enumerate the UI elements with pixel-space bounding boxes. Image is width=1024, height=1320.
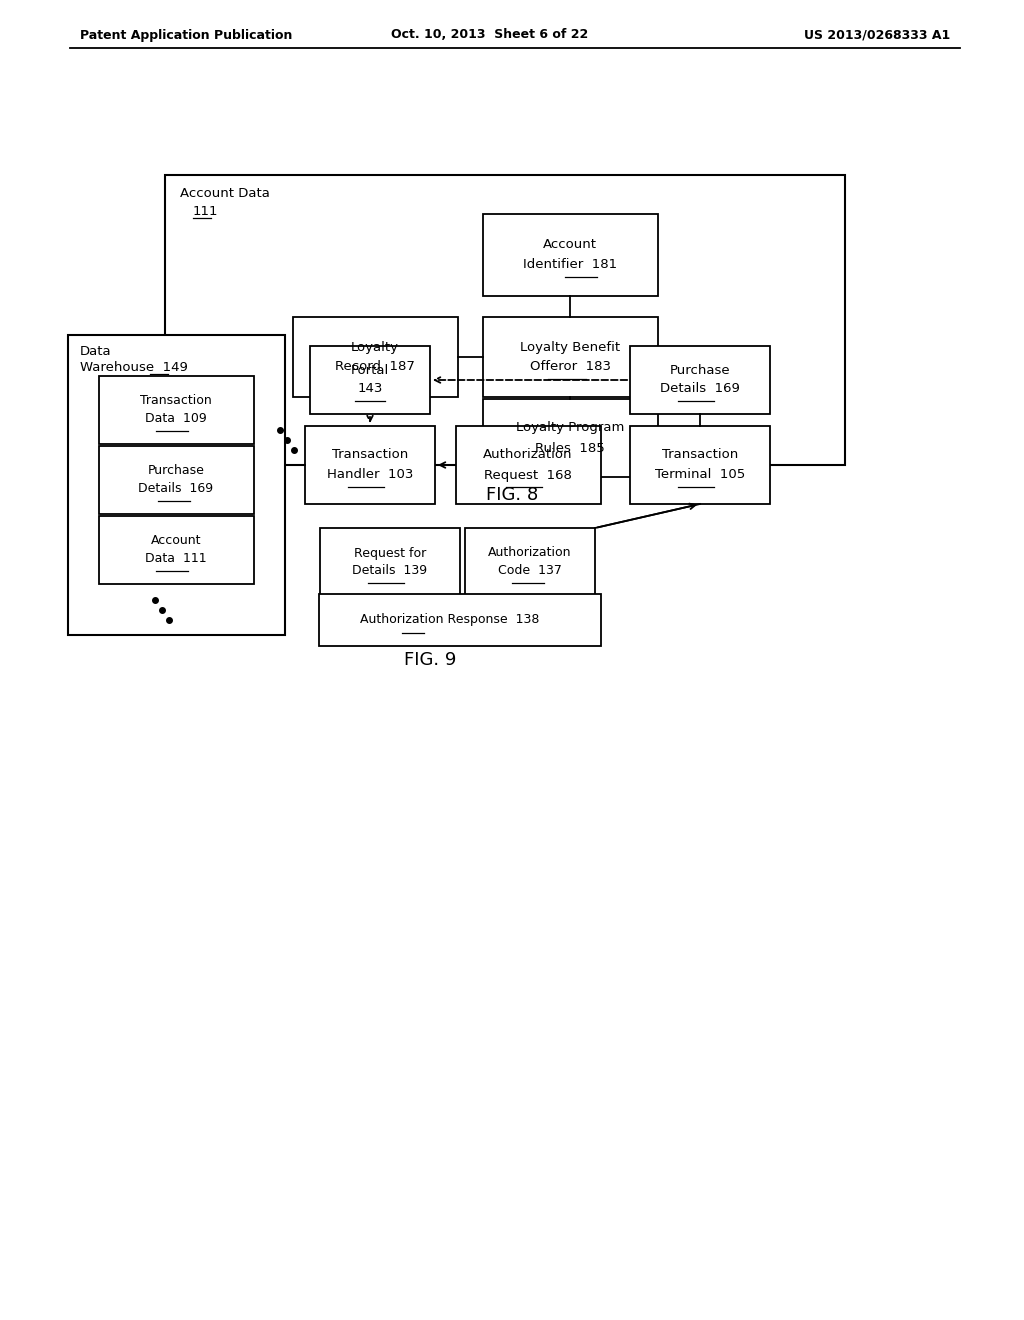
Bar bbox=[310, 346, 430, 414]
Text: Rules  185: Rules 185 bbox=[536, 441, 605, 454]
Bar bbox=[98, 516, 254, 583]
Text: US 2013/0268333 A1: US 2013/0268333 A1 bbox=[804, 29, 950, 41]
Text: Authorization: Authorization bbox=[488, 546, 571, 560]
Text: Request for: Request for bbox=[354, 546, 426, 560]
Text: Patent Application Publication: Patent Application Publication bbox=[80, 29, 293, 41]
Bar bbox=[293, 317, 458, 397]
Text: Terminal  105: Terminal 105 bbox=[655, 469, 745, 482]
Bar bbox=[319, 528, 460, 597]
Text: Account Data: Account Data bbox=[180, 187, 270, 201]
Bar bbox=[98, 446, 254, 513]
Text: 111: 111 bbox=[193, 205, 218, 218]
Bar bbox=[456, 426, 600, 504]
Text: Data  109: Data 109 bbox=[145, 412, 207, 425]
Text: Loyalty: Loyalty bbox=[351, 341, 399, 354]
Text: Code  137: Code 137 bbox=[498, 565, 562, 578]
Bar bbox=[98, 376, 254, 444]
Bar bbox=[465, 528, 595, 597]
Text: FIG. 8: FIG. 8 bbox=[485, 486, 539, 504]
Bar bbox=[68, 335, 285, 635]
Text: Request  168: Request 168 bbox=[484, 469, 572, 482]
Text: Authorization: Authorization bbox=[483, 449, 572, 462]
Text: Loyalty Program: Loyalty Program bbox=[516, 421, 625, 434]
Bar bbox=[630, 426, 770, 504]
Text: Account: Account bbox=[151, 535, 202, 548]
Bar bbox=[630, 346, 770, 414]
Text: 143: 143 bbox=[357, 383, 383, 396]
Bar bbox=[165, 176, 845, 465]
Text: Portal: Portal bbox=[351, 364, 389, 378]
Bar bbox=[482, 317, 657, 397]
Text: Transaction: Transaction bbox=[662, 449, 738, 462]
Bar bbox=[319, 594, 601, 645]
Text: Transaction: Transaction bbox=[140, 395, 212, 408]
Text: Offeror  183: Offeror 183 bbox=[529, 360, 610, 374]
Text: Authorization Response  138: Authorization Response 138 bbox=[360, 614, 540, 627]
Bar bbox=[482, 399, 657, 477]
Text: Details  169: Details 169 bbox=[138, 483, 214, 495]
Text: Data: Data bbox=[80, 345, 112, 358]
Text: Purchase: Purchase bbox=[147, 465, 205, 478]
Bar bbox=[305, 426, 435, 504]
Text: Identifier  181: Identifier 181 bbox=[523, 259, 617, 272]
Text: FIG. 9: FIG. 9 bbox=[403, 651, 456, 669]
Text: Details  169: Details 169 bbox=[660, 383, 740, 396]
Text: Account: Account bbox=[543, 239, 597, 252]
Text: Data  111: Data 111 bbox=[145, 553, 207, 565]
Text: Details  139: Details 139 bbox=[352, 565, 428, 578]
Bar bbox=[482, 214, 657, 296]
Text: Loyalty Benefit: Loyalty Benefit bbox=[520, 341, 621, 354]
Text: Oct. 10, 2013  Sheet 6 of 22: Oct. 10, 2013 Sheet 6 of 22 bbox=[391, 29, 589, 41]
Text: Warehouse  149: Warehouse 149 bbox=[80, 360, 187, 374]
Text: Record  187: Record 187 bbox=[335, 360, 415, 374]
Text: Handler  103: Handler 103 bbox=[327, 469, 414, 482]
Text: Transaction: Transaction bbox=[332, 449, 409, 462]
Text: Purchase: Purchase bbox=[670, 364, 730, 378]
